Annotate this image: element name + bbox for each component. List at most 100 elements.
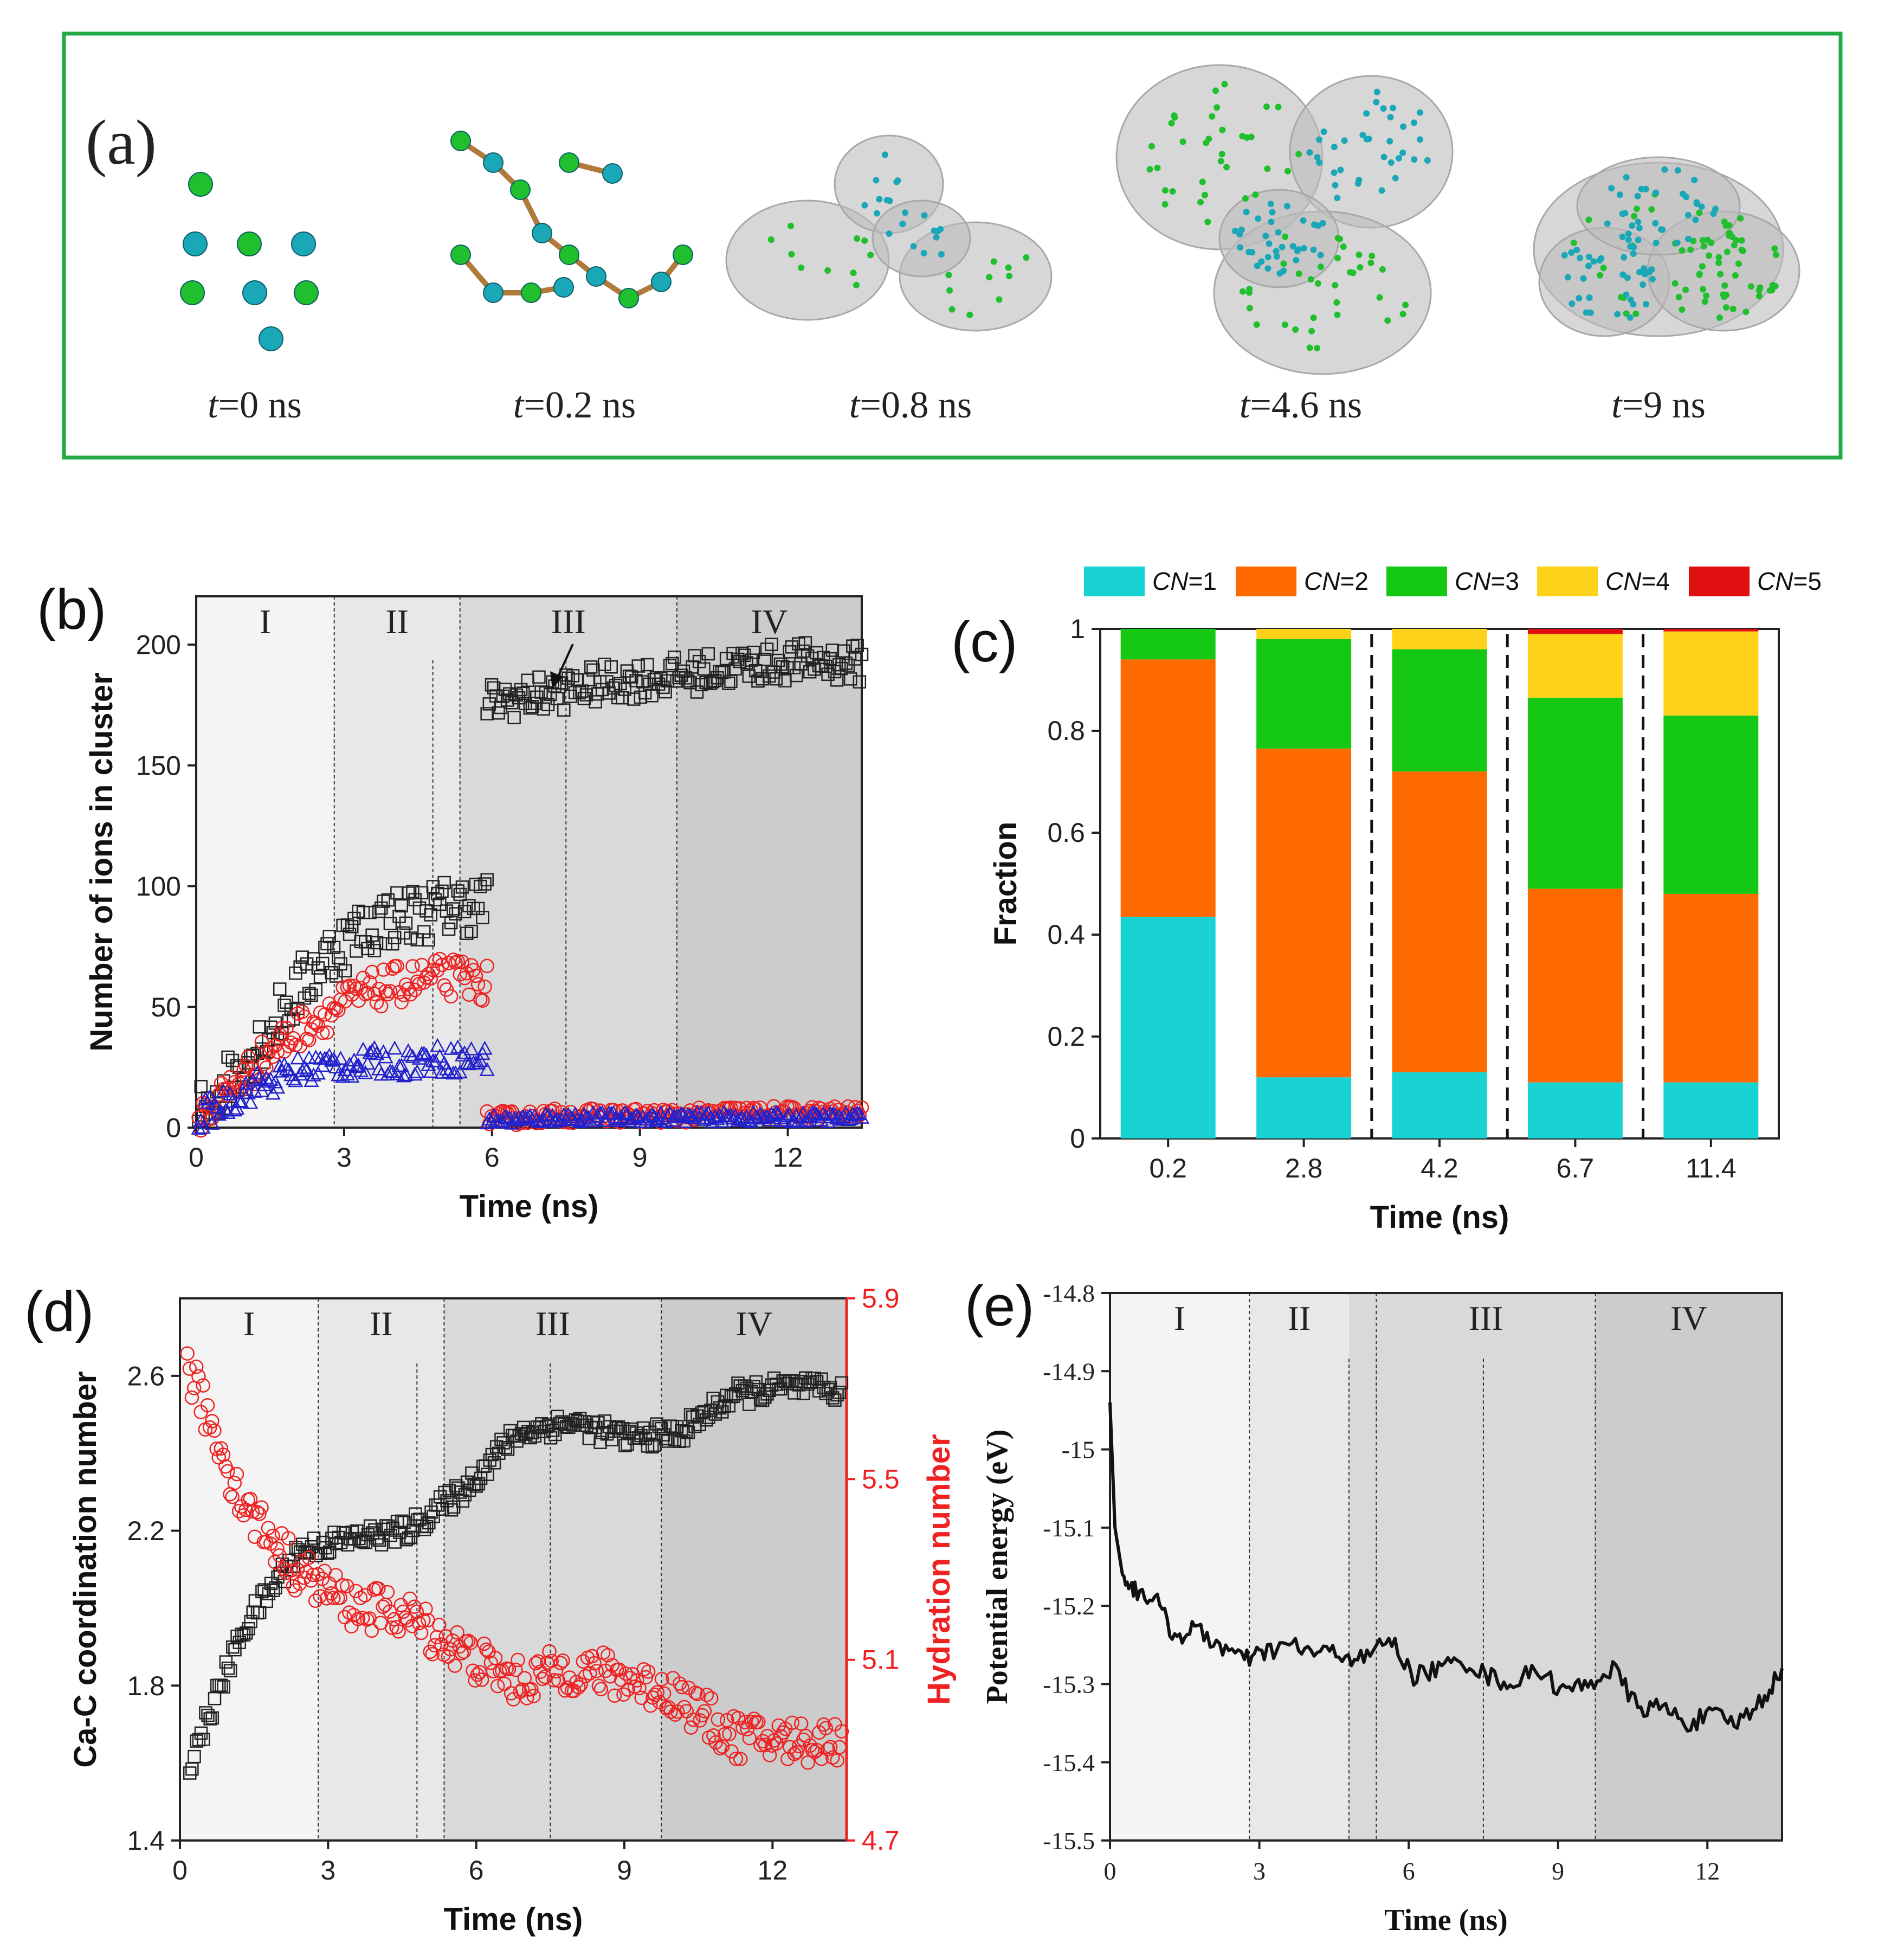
atom-dot-icon [1295,270,1302,277]
data-point [769,672,783,686]
bar-segment [1256,1077,1352,1138]
atom-dot-icon [1389,105,1396,112]
bar-segment [1527,634,1623,698]
green-atom-icon [521,282,541,303]
data-point [190,1734,203,1748]
data-point [395,899,408,913]
data-point [688,1685,703,1700]
x-tick-label: 2.8 [1285,1153,1323,1183]
data-point [196,1378,210,1393]
data-point [353,1063,369,1077]
data-point [740,656,753,670]
data-point [551,1673,566,1688]
atom-dot-icon [1023,254,1030,261]
data-point [233,1636,247,1649]
data-point [437,876,451,890]
atom-dot-icon [1357,264,1364,271]
data-point [609,1421,623,1435]
data-point [828,1393,842,1407]
data-point [308,1593,323,1608]
y-tick-label: 2.2 [127,1516,165,1546]
atom-dot-icon [1627,314,1634,321]
atom-dot-icon [931,227,938,234]
data-point [418,1601,433,1616]
y-tick-label: -15.5 [1043,1827,1095,1855]
data-point [277,999,291,1012]
data-point [659,685,672,699]
data-point [419,904,433,918]
x-tick-label: 6 [1403,1857,1415,1885]
data-point [320,1547,334,1560]
data-point [396,1068,411,1083]
data-point [435,884,449,898]
data-point [478,877,492,891]
data-point [537,702,551,716]
cyan-atom-icon [602,163,623,184]
data-point [375,1538,389,1552]
data-point [236,1062,251,1077]
data-point [412,901,427,915]
data-point [599,1112,615,1127]
atom-dot-icon [1629,222,1636,229]
atom-dot-icon [1386,138,1393,145]
data-point [539,1420,553,1433]
data-point [399,1533,413,1547]
data-point [773,1729,789,1743]
data-point [395,1514,409,1528]
data-point [850,639,864,652]
data-point [706,675,720,688]
data-point [216,1083,231,1098]
data-point [642,1109,657,1124]
atom-dot-icon [1721,293,1728,300]
data-point [832,1386,846,1399]
data-point [311,1567,325,1582]
green-atom-icon [188,172,213,197]
data-point [433,897,447,911]
atom-dot-icon [1600,265,1607,272]
legend-label: CN=5 [1757,567,1822,595]
data-point [306,1067,321,1082]
atom-dot-icon [1708,239,1715,246]
data-point [346,1052,362,1067]
snapshot-time-label: t=4.6 ns [1240,384,1362,426]
data-point [394,995,409,1009]
data-point [636,1421,650,1435]
data-point [686,1713,701,1727]
data-point [828,665,842,679]
cyan-atom-icon [586,266,606,287]
atom-dot-icon [1399,149,1406,156]
stage-bg-II [1249,1293,1349,1841]
data-point [418,1047,434,1061]
legend-cn: CN [1304,567,1340,595]
data-point [792,637,805,651]
cyan-atom-icon [183,231,208,256]
atom-dot-icon [1598,255,1605,262]
data-point [656,1686,672,1701]
bar-segment [1527,889,1623,1083]
atom-dot-icon [933,234,940,241]
atom-dot-icon [948,306,956,313]
data-point [557,703,571,717]
data-point [753,1392,767,1406]
data-point [409,1064,425,1078]
data-point [397,926,411,940]
data-point [854,1109,870,1124]
atom-dot-icon [1696,209,1703,216]
y-axis-label: Number of ions in cluster [84,672,119,1051]
atom-dot-icon [1687,246,1694,253]
data-point [801,1755,815,1770]
atom-dot-icon [1331,143,1338,150]
x-tick-label: 0 [172,1855,188,1885]
data-point [765,638,778,651]
data-point [647,673,661,686]
data-point [207,1423,222,1438]
data-point [302,987,316,1000]
t-symbol: t [1611,384,1623,426]
stage-backgrounds [196,596,862,1128]
atom-dot-icon [1641,271,1648,278]
t-symbol: t [208,384,219,426]
y-right-tick-label: 4.7 [862,1825,900,1856]
data-point [392,910,406,923]
data-point [322,930,336,943]
data-point [663,1704,678,1719]
